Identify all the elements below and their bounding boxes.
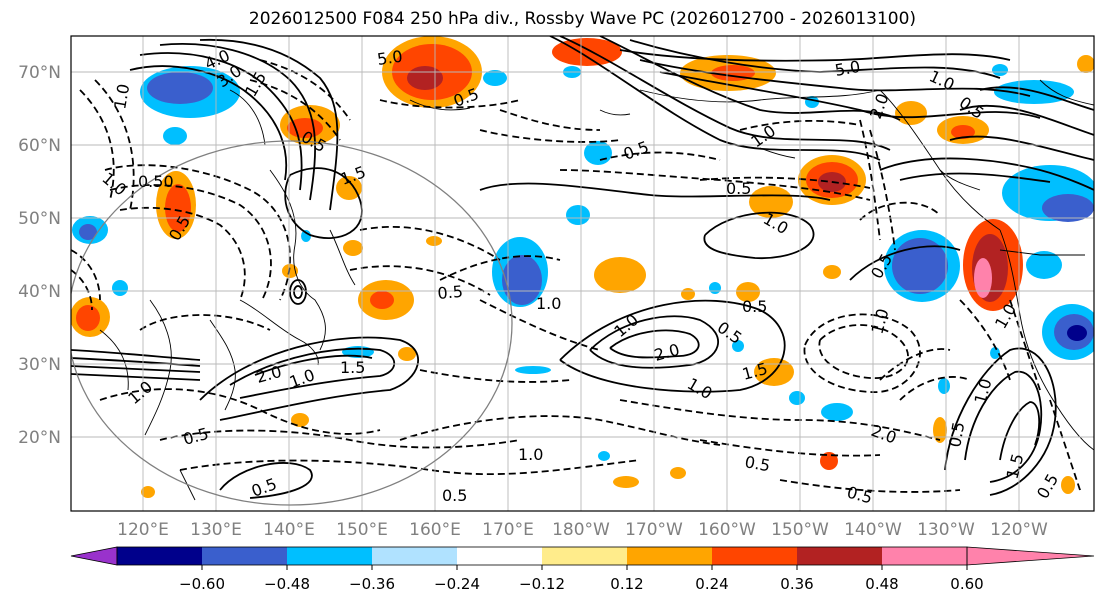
colorbar-segment (372, 547, 457, 565)
contour-label: 0.50 (138, 172, 174, 191)
contour-label: 1.0 (518, 445, 543, 464)
figure-title: 2026012500 F084 250 hPa div., Rossby Wav… (248, 9, 917, 29)
lon-label: 130°E (190, 520, 242, 540)
lon-label: 120°E (117, 520, 169, 540)
contour-label: 0.5 (726, 179, 751, 198)
lat-label: 70°N (18, 63, 61, 83)
colorbar-labels: −0.60 −0.48 −0.36 −0.24 −0.12 0.12 0.24 … (179, 575, 984, 593)
contour-label: 1.5 (340, 358, 365, 377)
lon-label: 130°W (917, 520, 975, 540)
longitude-labels: 120°E 130°E 140°E 150°E 160°E 170°E 180°… (117, 520, 1048, 540)
colorbar-segment (117, 547, 202, 565)
contour-label: 0.5 (442, 486, 467, 505)
contour-label: 0.5 (742, 297, 767, 316)
contour-label: 0.5 (945, 420, 968, 448)
contour-label: 0.5 (743, 452, 771, 475)
coastlines (99, 79, 1094, 501)
warm-anomaly-siberia (156, 171, 196, 239)
lon-label: 170°E (482, 520, 534, 540)
lon-label: 140°E (263, 520, 315, 540)
colorbar-ticks (201, 565, 968, 570)
colorbar-tick-label: −0.12 (519, 575, 565, 593)
range-circle (71, 140, 513, 506)
colorbar-tick-label: −0.60 (179, 575, 225, 593)
contour-label: 1.0 (110, 82, 133, 110)
contour-label: 1.0 (536, 294, 561, 313)
lon-label: 160°W (698, 520, 756, 540)
lat-label: 30°N (18, 355, 61, 375)
colorbar-tick-label: 0.60 (950, 575, 983, 593)
colorbar-segment (457, 547, 542, 565)
colorbar-tick-label: 0.36 (780, 575, 813, 593)
colorbar-tick-label: 0.12 (610, 575, 643, 593)
contour-label: 5.0 (833, 57, 861, 80)
colorbar-tick-label: −0.24 (434, 575, 480, 593)
lat-label: 40°N (18, 282, 61, 302)
contours-dashed (71, 59, 1081, 493)
warm-anomaly-gulf (798, 155, 866, 205)
colorbar: −0.60 −0.48 −0.36 −0.24 −0.12 0.12 0.24 … (70, 546, 1095, 593)
colorbar-tick-label: 0.24 (695, 575, 728, 593)
contour-label: 0.5 (437, 282, 464, 303)
cool-anomaly-gulf (884, 230, 960, 302)
lon-label: 150°W (771, 520, 829, 540)
lon-label: 150°E (336, 520, 388, 540)
colorbar-segment (882, 547, 967, 565)
lon-label: 160°E (409, 520, 461, 540)
colorbar-tick-label: −0.36 (349, 575, 395, 593)
colorbar-extend-min (70, 546, 118, 566)
lon-label: 170°W (625, 520, 683, 540)
graticule (71, 36, 1094, 511)
latitude-labels: 70°N 60°N 50°N 40°N 30°N 20°N (18, 63, 61, 448)
colorbar-segment (542, 547, 627, 565)
colorbar-segment (797, 547, 882, 565)
colorbar-tick-label: 0.48 (865, 575, 898, 593)
lon-label: 180°W (552, 520, 610, 540)
lon-label: 120°W (990, 520, 1048, 540)
lat-label: 50°N (18, 209, 61, 229)
map-frame (70, 35, 1095, 512)
lat-label: 60°N (18, 136, 61, 156)
cool-anomaly-kamchatka (140, 66, 240, 118)
colorbar-segment (287, 547, 372, 565)
lat-label: 20°N (18, 428, 61, 448)
colorbar-tick-label: −0.48 (264, 575, 310, 593)
colorbar-segment (202, 547, 287, 565)
lon-label: 140°W (844, 520, 902, 540)
warm-anomaly-westcoast (963, 219, 1023, 311)
colorbar-segment (712, 547, 797, 565)
contour-label: 5.0 (376, 47, 404, 69)
contours-solid (71, 36, 1094, 499)
colorbar-extend-max (966, 546, 1095, 566)
colorbar-segment (627, 547, 712, 565)
